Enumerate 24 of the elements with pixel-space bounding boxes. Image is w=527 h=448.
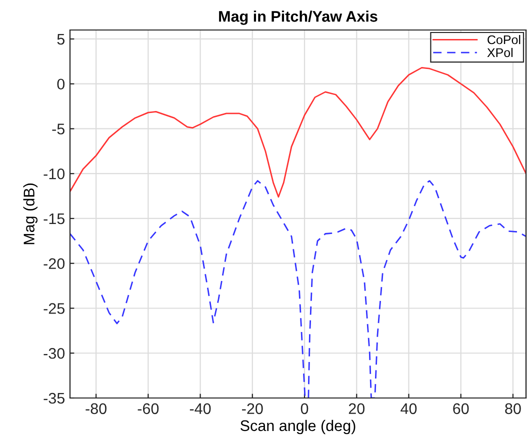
x-tick-label: -60 bbox=[138, 403, 159, 414]
x-tick-label: -80 bbox=[86, 403, 106, 414]
y-tick-label: -20 bbox=[44, 258, 65, 270]
x-tick-label: 80 bbox=[505, 403, 521, 414]
x-tick-label: 0 bbox=[300, 403, 308, 414]
x-tick-label: 40 bbox=[400, 403, 417, 414]
legend-label: CoPol bbox=[488, 35, 520, 44]
chart-title: Mag in Pitch/Yaw Axis bbox=[219, 10, 378, 25]
x-tick-label: 20 bbox=[348, 403, 365, 414]
y-tick-label: 0 bbox=[57, 78, 65, 90]
x-tick-label: -20 bbox=[242, 403, 263, 414]
y-tick-label: -15 bbox=[44, 214, 64, 224]
line-series bbox=[70, 67, 526, 198]
x-tick-label: -40 bbox=[190, 403, 211, 414]
y-axis-title: Mag (dB) bbox=[23, 184, 38, 244]
y-tick-label: -5 bbox=[52, 124, 64, 134]
x-axis-title: Scan angle (deg) bbox=[240, 420, 356, 434]
legend-label: XPol bbox=[487, 48, 513, 58]
y-tick-label: -30 bbox=[44, 348, 65, 359]
y-tick-label: 5 bbox=[57, 34, 64, 45]
y-tick-label: -25 bbox=[44, 303, 64, 314]
x-tick-label: 60 bbox=[453, 403, 469, 414]
y-tick-label: -35 bbox=[44, 392, 64, 404]
y-tick-label: -10 bbox=[44, 168, 65, 180]
